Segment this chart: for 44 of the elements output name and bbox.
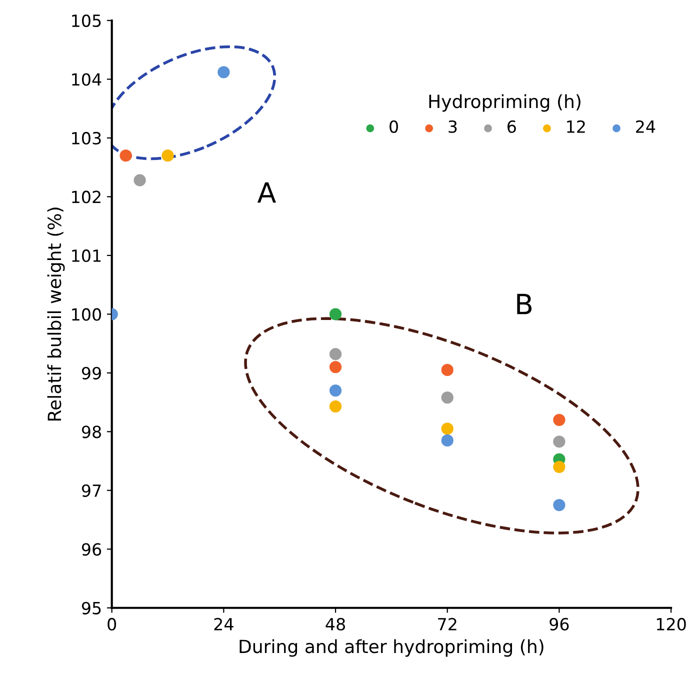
point: [441, 434, 454, 447]
point: [329, 308, 342, 320]
point: [329, 400, 342, 412]
annotation: B: [517, 294, 532, 314]
y-tick-label: 103: [72, 132, 101, 145]
point: [441, 422, 454, 435]
y-tick-label: 96: [82, 543, 102, 556]
legend-label: 12: [567, 120, 585, 133]
y-tick-label: 101: [72, 249, 101, 262]
y-tick-label: 104: [72, 73, 102, 86]
y-tick-label: 97: [82, 484, 101, 497]
point: [441, 364, 454, 376]
x-tick-label: 48: [326, 618, 345, 630]
point: [329, 348, 342, 360]
x-tick-label: 120: [656, 618, 686, 630]
point: [134, 174, 146, 186]
x-tick-label: 72: [438, 618, 456, 630]
legend-label: 0: [390, 120, 398, 133]
point: [553, 414, 566, 426]
x-tick-label: 96: [550, 618, 569, 630]
y-tick-label: 99: [82, 366, 101, 380]
point: [162, 150, 174, 162]
point: [329, 384, 342, 397]
point: [329, 360, 342, 374]
legend-label: 24: [636, 120, 656, 133]
x-axis-title: During and after hydropriming (h): [240, 639, 544, 657]
x-tick-label: 0: [108, 618, 116, 630]
y-tick-label: 95: [82, 602, 101, 614]
point: [218, 66, 230, 78]
y-tick-label: 105: [72, 14, 101, 28]
point: [553, 499, 566, 512]
y-tick-label: 100: [72, 308, 102, 321]
annotation: A: [257, 182, 276, 203]
y-tick-label: 102: [72, 190, 100, 204]
point: [441, 392, 454, 404]
legend-label: 3: [448, 120, 457, 133]
x-tick-label: 24: [214, 618, 234, 630]
legend-title: Hydropriming (h): [429, 94, 580, 112]
y-tick-label: 98: [82, 426, 101, 438]
legend-label: 6: [508, 120, 516, 133]
point: [553, 436, 566, 448]
y-axis-title: Relatif bulbil weight (%): [47, 208, 65, 420]
point: [553, 460, 566, 473]
point: [120, 150, 132, 162]
